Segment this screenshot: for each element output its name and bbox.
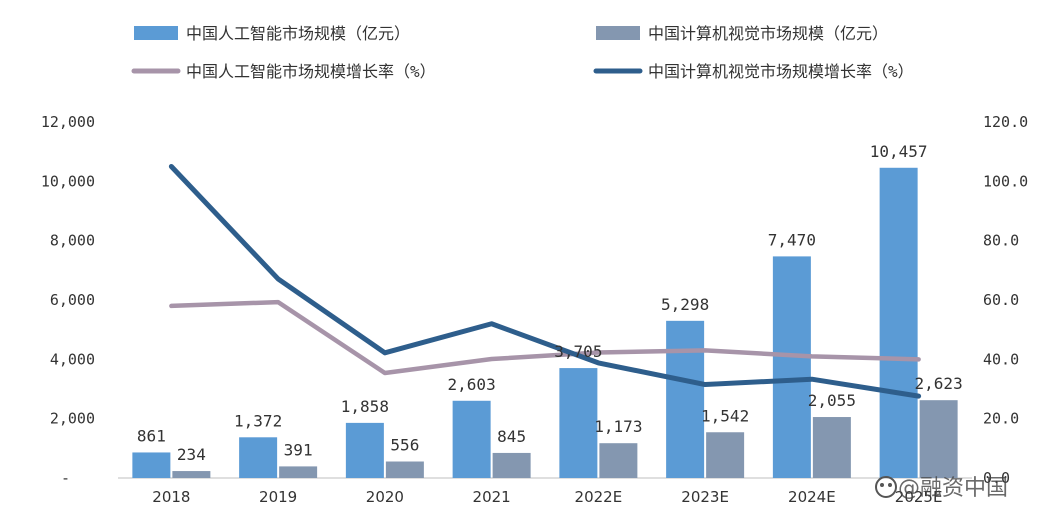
- y-left-tick-label: 8,000: [50, 232, 95, 250]
- data-label-cv-market: 556: [390, 436, 419, 455]
- bar-ai-market-2021: [452, 400, 491, 478]
- watermark: @融资中国: [875, 476, 1008, 501]
- bar-ai-market-2024E: [772, 256, 811, 478]
- x-tick-label: 2022E: [575, 488, 623, 506]
- bar-cv-market-2023E: [706, 432, 745, 478]
- legend-label-cv-market: 中国计算机视觉市场规模（亿元）: [648, 24, 888, 43]
- data-label-ai-market: 1,372: [234, 411, 282, 430]
- bar-cv-market-2025E: [919, 400, 958, 478]
- y-left-tick-label: 12,000: [41, 113, 95, 131]
- x-tick-label: 2019: [259, 488, 297, 506]
- x-tick-label: 2020: [366, 488, 404, 506]
- legend-label-cv-growth: 中国计算机视觉市场规模增长率（%）: [648, 62, 914, 81]
- legend: 中国人工智能市场规模（亿元） 中国计算机视觉市场规模（亿元） 中国人工智能市场规…: [131, 24, 914, 81]
- x-tick-label: 2025E: [895, 488, 943, 506]
- data-label-ai-market: 861: [137, 426, 166, 445]
- bar-ai-market-2018: [132, 452, 171, 478]
- y-left-tick-label: 4,000: [50, 350, 95, 368]
- y-right-tick-label: 80.0: [983, 232, 1019, 250]
- data-label-cv-market: 845: [497, 427, 526, 446]
- data-label-ai-market: 7,470: [768, 230, 816, 249]
- bars: [132, 167, 958, 478]
- legend-swatch-ai-market: [134, 26, 178, 40]
- data-label-cv-market: 2,055: [808, 391, 856, 410]
- y-right-tick-label: 20.0: [983, 410, 1019, 428]
- x-tick-label: 2021: [473, 488, 511, 506]
- y-left-tick-label: 6,000: [50, 291, 95, 309]
- legend-item-cv-market[interactable]: 中国计算机视觉市场规模（亿元）: [596, 24, 888, 43]
- bar-cv-market-2018: [172, 471, 211, 478]
- watermark-text: @融资中国: [898, 476, 1008, 501]
- y-right-tick-label: 100.0: [983, 172, 1028, 190]
- data-labels: 861 1,372 1,858 2,603 3,705 5,298 7,470 10,457 2…: [137, 142, 963, 464]
- data-label-ai-market: 5,298: [661, 295, 709, 314]
- data-label-ai-market: 1,858: [341, 397, 389, 416]
- data-label-cv-market: 1,173: [594, 417, 642, 436]
- y-right-tick-label: 120.0: [983, 113, 1028, 131]
- watermark-icon: [875, 476, 897, 498]
- bar-ai-market-2019: [239, 437, 278, 478]
- bar-ai-market-2025E: [879, 167, 918, 478]
- watermark-icon-dot-left: [880, 483, 884, 487]
- legend-swatch-cv-market: [596, 26, 640, 40]
- legend-item-ai-market[interactable]: 中国人工智能市场规模（亿元）: [134, 24, 410, 43]
- y-left-tick-label: -: [61, 469, 70, 487]
- data-label-ai-market: 2,603: [448, 375, 496, 394]
- y-left-tick-label: 10,000: [41, 172, 95, 190]
- y-left-tick-label: 2,000: [50, 410, 95, 428]
- legend-label-ai-market: 中国人工智能市场规模（亿元）: [186, 24, 410, 43]
- data-label-cv-market: 2,623: [915, 374, 963, 393]
- data-label-ai-market: 10,457: [870, 142, 928, 161]
- watermark-icon-dot-right: [888, 483, 892, 487]
- x-tick-label: 2023E: [681, 488, 729, 506]
- x-tick-label: 2024E: [788, 488, 836, 506]
- bar-ai-market-2020: [345, 422, 384, 478]
- data-label-cv-market: 234: [177, 445, 206, 464]
- y-right-tick-label: 40.0: [983, 350, 1019, 368]
- x-tick-label: 2018: [152, 488, 190, 506]
- bar-cv-market-2024E: [812, 417, 851, 478]
- legend-item-ai-growth[interactable]: 中国人工智能市场规模增长率（%）: [131, 62, 436, 81]
- data-label-cv-market: 391: [284, 440, 313, 459]
- y-right-tick-label: 0.0: [983, 469, 1010, 487]
- data-label-cv-market: 1,542: [701, 406, 749, 425]
- y-right-tick-label: 60.0: [983, 291, 1019, 309]
- bar-ai-market-2022E: [559, 368, 598, 478]
- axes: - 2,000 4,000 6,000 8,000 10,000 12,000 0.0 20.0…: [41, 113, 1028, 506]
- line-cv-growth: [168, 164, 922, 399]
- legend-label-ai-growth: 中国人工智能市场规模增长率（%）: [186, 62, 436, 81]
- bar-ai-market-2023E: [666, 320, 705, 478]
- bar-cv-market-2020: [385, 461, 424, 478]
- line-ai-growth: [169, 299, 921, 376]
- lines: [168, 164, 922, 399]
- bar-cv-market-2021: [492, 452, 531, 478]
- bar-cv-market-2022E: [599, 443, 638, 478]
- data-label-ai-market: 3,705: [554, 342, 602, 361]
- legend-item-cv-growth[interactable]: 中国计算机视觉市场规模增长率（%）: [593, 62, 914, 81]
- bar-cv-market-2019: [279, 466, 318, 478]
